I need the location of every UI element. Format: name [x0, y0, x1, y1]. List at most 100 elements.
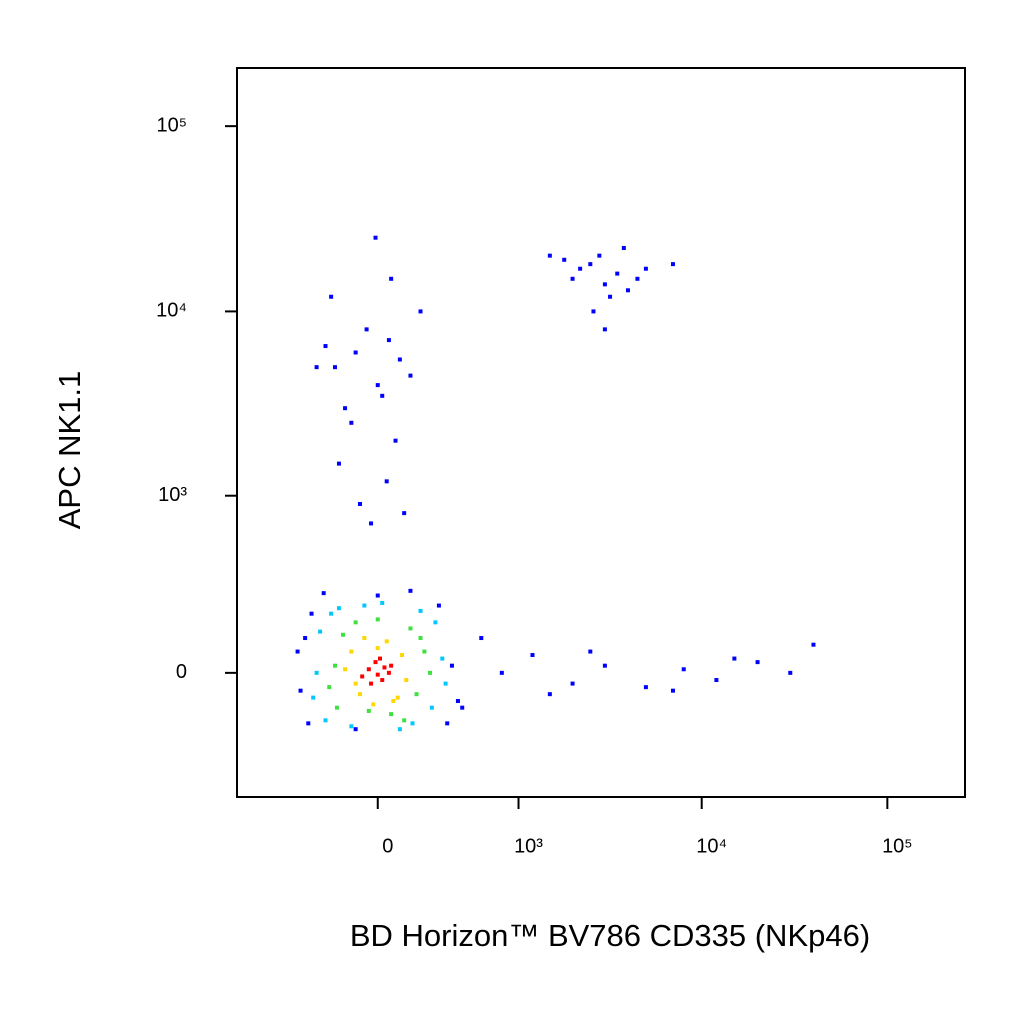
dot: [449, 663, 454, 668]
dot: [369, 521, 374, 526]
dot: [309, 611, 314, 616]
dot: [364, 327, 369, 332]
dot: [349, 724, 354, 729]
dot: [332, 663, 337, 668]
dot: [380, 600, 385, 605]
y-tick-label: 10⁴: [156, 300, 187, 322]
dot: [428, 670, 433, 675]
dot: [311, 695, 316, 700]
dot: [402, 511, 407, 516]
dot: [602, 663, 607, 668]
x-tick-label: 10⁵: [882, 835, 913, 857]
x-tick-label: 0: [382, 835, 393, 857]
dot: [443, 681, 448, 686]
x-tick-label: 10³: [514, 835, 543, 857]
dot: [591, 309, 596, 314]
dot: [460, 705, 465, 710]
dot: [303, 636, 308, 641]
dot: [410, 721, 415, 726]
dot: [418, 309, 423, 314]
dot: [375, 617, 380, 622]
dot: [391, 699, 396, 704]
y-tick-label: 10³: [158, 484, 187, 506]
dot: [357, 692, 362, 697]
dot: [547, 692, 552, 697]
dot: [306, 721, 311, 726]
dot: [570, 681, 575, 686]
dot: [602, 282, 607, 287]
dot: [349, 420, 354, 425]
dot: [408, 588, 413, 593]
dot: [362, 603, 367, 608]
dot: [499, 670, 504, 675]
dot: [732, 656, 737, 661]
y-tick-label: 10⁵: [156, 114, 187, 136]
dot: [404, 678, 409, 683]
dot: [353, 681, 358, 686]
dot: [327, 685, 332, 690]
dot: [602, 327, 607, 332]
dot: [380, 393, 385, 398]
dot: [433, 620, 438, 625]
dot: [386, 338, 391, 343]
dot: [375, 593, 380, 598]
dot: [357, 501, 362, 506]
dot: [479, 636, 484, 641]
dot: [395, 695, 400, 700]
dot: [373, 235, 378, 240]
dot: [397, 727, 402, 732]
dot: [811, 642, 816, 647]
dot: [366, 667, 371, 672]
dot: [621, 245, 626, 250]
dot: [336, 606, 341, 611]
dot: [384, 479, 389, 484]
dot: [670, 262, 675, 267]
dot: [343, 667, 348, 672]
dot: [323, 344, 328, 349]
dot: [371, 702, 376, 707]
dot: [384, 639, 389, 644]
y-tick-label: 0: [176, 661, 187, 683]
dot: [414, 692, 419, 697]
dot: [402, 718, 407, 723]
dot: [366, 708, 371, 713]
dot: [362, 636, 367, 641]
dot: [436, 603, 441, 608]
dot: [336, 461, 341, 466]
dot: [375, 646, 380, 651]
dot: [380, 678, 385, 683]
dot: [298, 688, 303, 693]
dot: [393, 438, 398, 443]
y-axis-label: APC NK1.1: [52, 371, 87, 530]
dot: [422, 649, 427, 654]
dot: [389, 663, 394, 668]
dot: [625, 288, 630, 293]
dot: [681, 667, 686, 672]
dot: [397, 357, 402, 362]
dot: [455, 699, 460, 704]
dot: [353, 727, 358, 732]
dot: [588, 649, 593, 654]
dot: [562, 257, 567, 262]
dot: [332, 365, 337, 370]
dot: [295, 649, 300, 654]
dot: [341, 632, 346, 637]
dot: [597, 253, 602, 258]
dot: [400, 653, 405, 658]
dot: [408, 626, 413, 631]
dot: [530, 653, 535, 658]
dot: [643, 685, 648, 690]
dot: [389, 712, 394, 717]
dot: [329, 294, 334, 299]
dot: [408, 373, 413, 378]
dot: [369, 681, 374, 686]
dot: [314, 670, 319, 675]
dot: [418, 636, 423, 641]
dot: [343, 406, 348, 411]
dot: [360, 674, 365, 679]
dot: [389, 276, 394, 281]
dot: [382, 665, 387, 670]
x-axis-label: BD Horizon™ BV786 CD335 (NKp46): [350, 918, 870, 953]
